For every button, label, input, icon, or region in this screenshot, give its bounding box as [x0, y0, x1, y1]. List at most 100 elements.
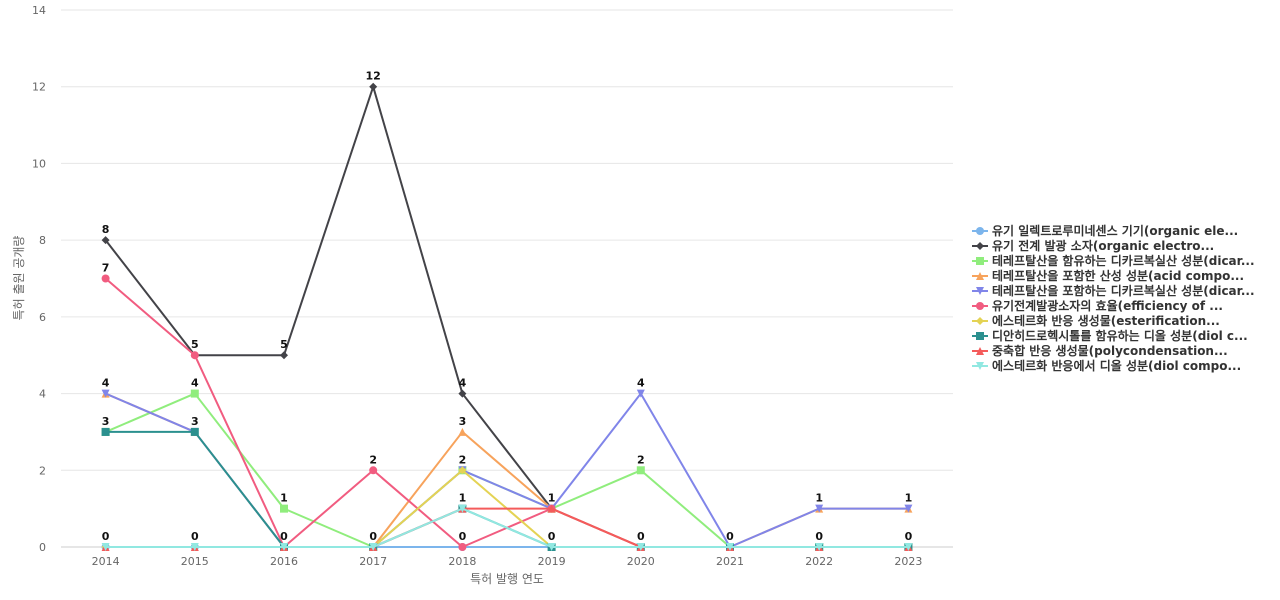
data-label: 0 [191, 530, 199, 543]
data-label: 1 [815, 492, 823, 505]
data-point [280, 351, 288, 360]
data-point [815, 504, 824, 513]
x-tick-label: 2015 [181, 555, 209, 568]
y-tick-label: 10 [32, 157, 46, 170]
data-point [904, 543, 913, 551]
data-label: 2 [637, 453, 645, 466]
data-label: 7 [102, 262, 110, 275]
data-label: 4 [191, 377, 199, 390]
legend-label: 테레프탈산을 함유하는 디카르복실산 성분(dicar... [992, 254, 1255, 268]
data-point [190, 543, 199, 551]
data-label: 5 [191, 338, 199, 351]
legend-item[interactable]: 유기 전계 발광 소자(organic electro... [972, 238, 1278, 253]
data-point [369, 466, 378, 475]
legend-marker [976, 331, 984, 340]
x-tick-label: 2018 [448, 555, 476, 568]
legend-item[interactable]: 유기전계발광소자의 효율(efficiency of ... [972, 298, 1278, 313]
data-label: 1 [280, 492, 288, 505]
data-point [190, 351, 199, 360]
legend-marker [976, 361, 984, 370]
data-point [101, 427, 110, 436]
data-label: 1 [548, 492, 556, 505]
legend-item[interactable]: 유기 일렉트로루미네센스 기기(organic ele... [972, 223, 1278, 238]
legend-symbol-icon [972, 241, 988, 250]
legend-symbol-icon [972, 331, 988, 340]
data-point [101, 274, 110, 283]
data-point [458, 466, 467, 475]
legend-label: 유기 전계 발광 소자(organic electro... [992, 239, 1215, 253]
y-tick-label: 0 [39, 541, 46, 554]
data-label: 0 [459, 530, 467, 543]
legend-label: 테레프탈산을 포함하는 디카르복실산 성분(dicar... [992, 284, 1255, 298]
data-point [190, 427, 199, 436]
legend-symbol-icon [972, 301, 988, 310]
y-tick-label: 12 [32, 81, 46, 94]
data-point [815, 543, 824, 551]
legend-item[interactable]: 테레프탈산을 포함하는 디카르복실산 성분(dicar... [972, 283, 1278, 298]
legend-item[interactable]: 테레프탈산을 포함한 산성 성분(acid compo... [972, 268, 1278, 283]
data-point [369, 543, 378, 551]
legend-item[interactable]: 에스테르화 반응 생성물(esterification... [972, 313, 1278, 328]
series-line [104, 277, 910, 548]
legend-item[interactable]: 중축합 반응 생성물(polycondensation... [972, 343, 1278, 358]
data-label: 2 [459, 453, 467, 466]
x-tick-label: 2014 [92, 555, 120, 568]
data-label: 12 [366, 70, 381, 83]
legend-label: 유기 일렉트로루미네센스 기기(organic ele... [992, 224, 1239, 238]
x-tick-label: 2023 [894, 555, 922, 568]
data-point [636, 466, 645, 475]
x-tick-label: 2022 [805, 555, 833, 568]
x-axis-title: 특허 발행 연도 [470, 571, 544, 586]
x-tick-label: 2020 [627, 555, 655, 568]
data-label: 1 [459, 492, 467, 505]
data-point [101, 543, 110, 551]
legend-item[interactable]: 디안히드로헥시톨를 함유하는 디올 성분(diol c... [972, 328, 1278, 343]
data-label: 0 [369, 530, 377, 543]
data-label: 2 [369, 453, 377, 466]
data-point [636, 543, 645, 551]
data-point [547, 504, 556, 513]
y-tick-label: 6 [39, 311, 46, 324]
y-tick-label: 8 [39, 234, 46, 247]
legend-label: 에스테르화 반응 생성물(esterification... [992, 314, 1220, 328]
grid-lines [61, 9, 953, 548]
x-tick-label: 2016 [270, 555, 298, 568]
legend-symbol-icon [972, 316, 988, 325]
data-label: 0 [815, 530, 823, 543]
legend: 유기 일렉트로루미네센스 기기(organic ele... 유기 전계 발광 소… [972, 223, 1278, 373]
legend-symbol-icon [972, 286, 988, 295]
legend-label: 테레프탈산을 포함한 산성 성분(acid compo... [992, 269, 1245, 283]
x-tick-label: 2017 [359, 555, 387, 568]
data-label: 4 [102, 377, 110, 390]
data-label: 8 [102, 223, 110, 236]
data-point [458, 504, 467, 513]
data-point [190, 389, 199, 398]
legend-symbol-icon [972, 256, 988, 265]
data-label: 1 [905, 492, 913, 505]
data-label: 3 [102, 415, 110, 428]
legend-marker [976, 301, 984, 310]
legend-symbol-icon [972, 271, 988, 280]
data-point [458, 389, 467, 398]
series-line [104, 507, 910, 548]
series-10 [101, 504, 913, 551]
series-layer [101, 82, 913, 551]
x-tick-label: 2019 [538, 555, 566, 568]
legend-marker [976, 316, 984, 325]
legend-item[interactable]: 테레프탈산을 함유하는 디카르복실산 성분(dicar... [972, 253, 1278, 268]
y-tick-label: 14 [32, 4, 46, 17]
legend-item[interactable]: 에스테르화 반응에서 디올 성분(diol compo... [972, 358, 1278, 373]
data-label: 0 [102, 530, 110, 543]
data-point [369, 82, 378, 91]
legend-symbol-icon [972, 226, 988, 235]
data-point [101, 236, 110, 245]
data-label: 0 [548, 530, 556, 543]
legend-symbol-icon [972, 346, 988, 355]
y-axis-title: 특허 출원 공개량 [12, 236, 26, 321]
data-point [547, 543, 556, 551]
legend-label: 디안히드로헥시톨를 함유하는 디올 성분(diol c... [992, 329, 1248, 343]
data-label: 3 [459, 415, 467, 428]
data-point [904, 504, 913, 513]
